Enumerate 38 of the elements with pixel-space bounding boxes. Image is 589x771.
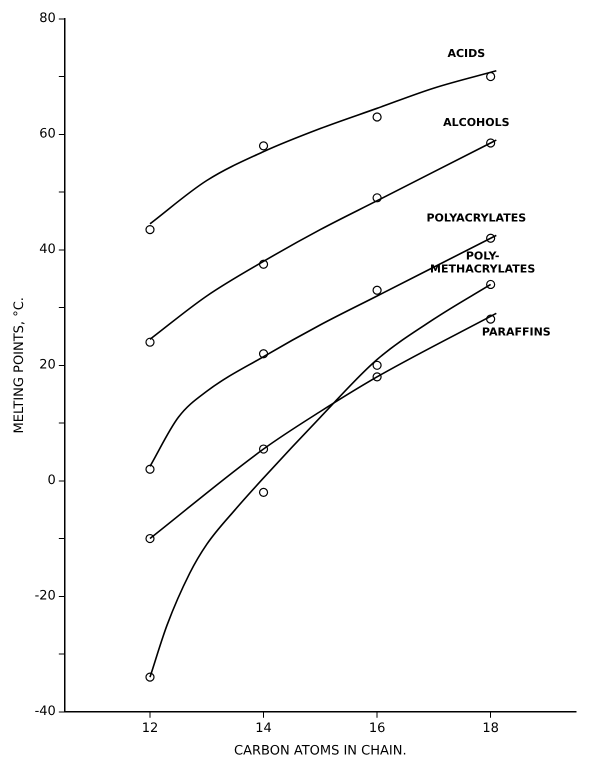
y-tick-label: 60 bbox=[39, 126, 56, 142]
x-tick-label: 16 bbox=[368, 720, 386, 736]
y-tick-label: 40 bbox=[39, 242, 56, 258]
y-tick-label: -40 bbox=[34, 704, 56, 720]
point bbox=[486, 280, 496, 290]
point bbox=[372, 372, 382, 382]
point bbox=[486, 72, 496, 82]
point bbox=[145, 464, 155, 474]
point bbox=[145, 338, 155, 347]
point bbox=[145, 224, 155, 234]
point bbox=[486, 234, 496, 243]
series-label: ALCOHOLS bbox=[443, 116, 510, 130]
point bbox=[258, 488, 268, 497]
y-tick-label: -20 bbox=[34, 588, 56, 604]
point bbox=[145, 672, 155, 682]
x-tick-label: 18 bbox=[482, 720, 499, 736]
point bbox=[372, 193, 382, 202]
point bbox=[258, 141, 268, 150]
point bbox=[372, 286, 382, 295]
point bbox=[486, 138, 496, 148]
point bbox=[258, 349, 268, 358]
point bbox=[372, 360, 382, 370]
x-axis-title: CARBON ATOMS IN CHAIN. bbox=[234, 744, 407, 759]
y-tick-label: 20 bbox=[39, 358, 56, 373]
y-tick-label: 80 bbox=[39, 11, 56, 26]
text: POLYACRYLATES bbox=[426, 211, 526, 224]
point bbox=[486, 314, 496, 324]
text: POLY- METHACRYLATES bbox=[430, 249, 536, 276]
series-label: ACIDS bbox=[447, 46, 486, 60]
series-label: PARAFFINS bbox=[482, 325, 551, 338]
point bbox=[258, 444, 268, 454]
x-tick-label: 12 bbox=[142, 720, 158, 736]
y-axis-title: MELTING POINTS, °C. bbox=[12, 297, 28, 434]
x-tick-label: 14 bbox=[255, 720, 272, 736]
point bbox=[258, 260, 268, 269]
point bbox=[145, 534, 155, 544]
point bbox=[372, 112, 382, 122]
y-tick-label: 0 bbox=[48, 473, 56, 488]
